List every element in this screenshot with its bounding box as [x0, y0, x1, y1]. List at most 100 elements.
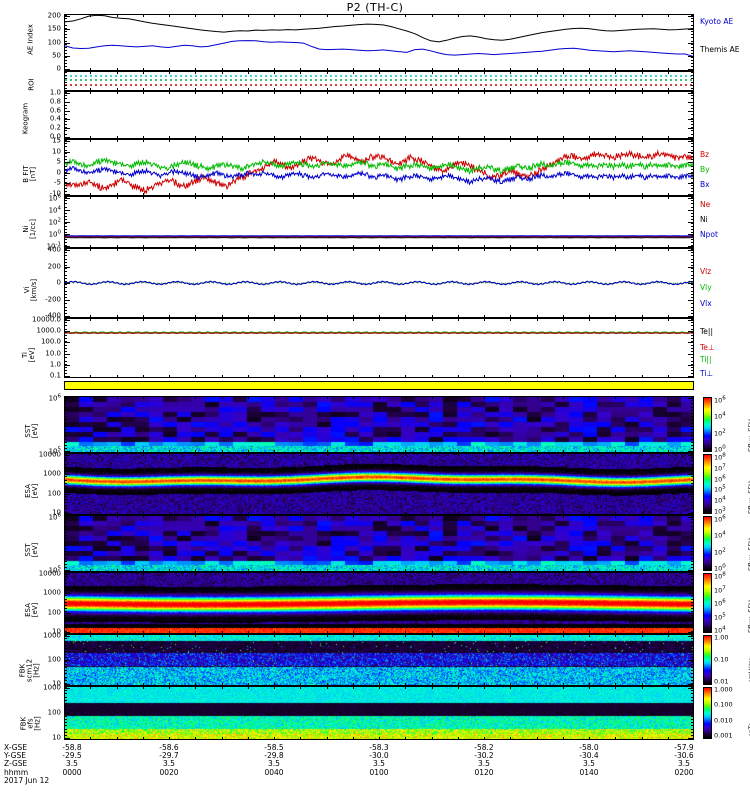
x-tick — [247, 197, 249, 199]
axis-row-label-z-gse: Z-GSE — [4, 759, 28, 769]
minor-tick — [691, 406, 694, 408]
tick-mark — [688, 574, 694, 575]
x-tick — [274, 737, 275, 739]
legend-ti: Ti|| — [700, 355, 712, 364]
minor-tick — [64, 516, 67, 517]
y-tick-fbk-efs-0: 1000 — [43, 683, 61, 692]
y-tick-ni-4: 10-1 — [46, 241, 61, 251]
x-tick — [300, 193, 302, 195]
x-tick — [510, 249, 512, 251]
x-tick — [431, 573, 433, 575]
minor-tick — [64, 663, 67, 665]
x-tick — [641, 68, 643, 70]
minor-tick — [64, 400, 67, 402]
tick-mark — [64, 29, 70, 31]
minor-tick — [691, 445, 694, 446]
y-tick-ti-0: 10000.0 — [32, 315, 61, 324]
y-tick-esa-upper-2: 100 — [47, 489, 61, 498]
minor-tick — [691, 516, 694, 517]
tick-mark — [64, 632, 70, 633]
x-tick — [641, 397, 643, 399]
minor-tick — [64, 197, 67, 198]
x-tick — [274, 631, 275, 633]
y-tick-esa-lower-1: 1000 — [43, 588, 61, 597]
minor-tick — [691, 409, 694, 411]
x-tick — [431, 683, 433, 685]
minor-tick — [64, 313, 67, 314]
y-tick-esa-lower-3: 10 — [52, 627, 61, 636]
x-tick — [484, 88, 485, 90]
x-tick — [300, 140, 302, 142]
minor-tick — [64, 84, 67, 86]
x-tick — [195, 635, 197, 637]
minor-tick — [64, 300, 67, 302]
minor-tick — [691, 679, 694, 681]
x-tick — [326, 454, 328, 456]
x-tick — [326, 136, 328, 138]
tick-mark — [64, 283, 70, 284]
x-tick — [615, 140, 617, 142]
x-tick — [169, 454, 170, 456]
minor-tick — [691, 53, 694, 55]
minor-tick — [691, 309, 694, 311]
y-tick-ti-4: 1.0 — [49, 360, 61, 369]
x-tick — [379, 193, 380, 195]
x-tick — [405, 569, 407, 571]
panel-sst-lower — [64, 515, 694, 572]
x-tick — [221, 315, 223, 317]
x-tick — [352, 245, 354, 247]
y-tick-esa-lower-2: 100 — [47, 608, 61, 617]
minor-tick — [64, 222, 67, 224]
x-tick — [589, 631, 590, 633]
x-tick — [405, 631, 407, 633]
minor-tick — [64, 479, 67, 481]
minor-tick — [64, 703, 67, 704]
minor-tick — [691, 582, 694, 584]
x-tick — [641, 92, 643, 94]
minor-tick — [64, 638, 67, 640]
x-tick — [405, 88, 407, 90]
x-tick — [300, 15, 302, 17]
x-tick — [457, 687, 459, 689]
tick-mark — [64, 172, 70, 174]
fbk-efs-cbar-label-2: 0.010 — [714, 716, 733, 725]
legend-te: Te⊥ — [700, 343, 715, 352]
minor-tick — [691, 438, 694, 440]
minor-tick — [64, 585, 67, 587]
x-tick — [221, 450, 223, 452]
minor-tick — [691, 159, 694, 161]
minor-tick — [691, 457, 694, 459]
tick-mark — [64, 246, 70, 247]
minor-tick — [691, 432, 694, 434]
minor-tick — [691, 81, 694, 83]
axis-value-hhmm-4: 0120 — [474, 767, 494, 777]
minor-tick — [64, 127, 67, 129]
panel-b-fit — [64, 139, 694, 196]
tick-mark — [688, 16, 694, 17]
x-tick — [405, 687, 407, 689]
minor-tick — [691, 117, 694, 119]
axis-value-hhmm-1: 0020 — [159, 767, 179, 777]
tick-mark — [64, 713, 70, 714]
minor-tick — [64, 335, 67, 336]
tick-mark — [64, 210, 70, 211]
minor-tick — [64, 466, 67, 468]
x-tick — [379, 397, 380, 399]
x-tick — [352, 249, 354, 251]
x-tick — [247, 68, 249, 70]
x-tick — [116, 375, 118, 377]
axis-value-z-gse-6: 3.5 — [678, 759, 690, 769]
x-tick — [667, 245, 669, 247]
x-tick — [431, 454, 433, 456]
x-tick — [667, 512, 669, 514]
y-tick-sst-lower-0: 106 — [48, 512, 61, 522]
y-tick-sst-upper-0: 106 — [48, 393, 61, 403]
minor-tick — [64, 162, 67, 164]
x-tick — [615, 88, 617, 90]
x-tick — [589, 375, 590, 377]
minor-tick — [64, 178, 67, 180]
minor-tick — [64, 24, 67, 26]
panel-esa-lower — [64, 572, 694, 634]
x-tick — [221, 249, 223, 251]
minor-tick — [64, 525, 67, 527]
